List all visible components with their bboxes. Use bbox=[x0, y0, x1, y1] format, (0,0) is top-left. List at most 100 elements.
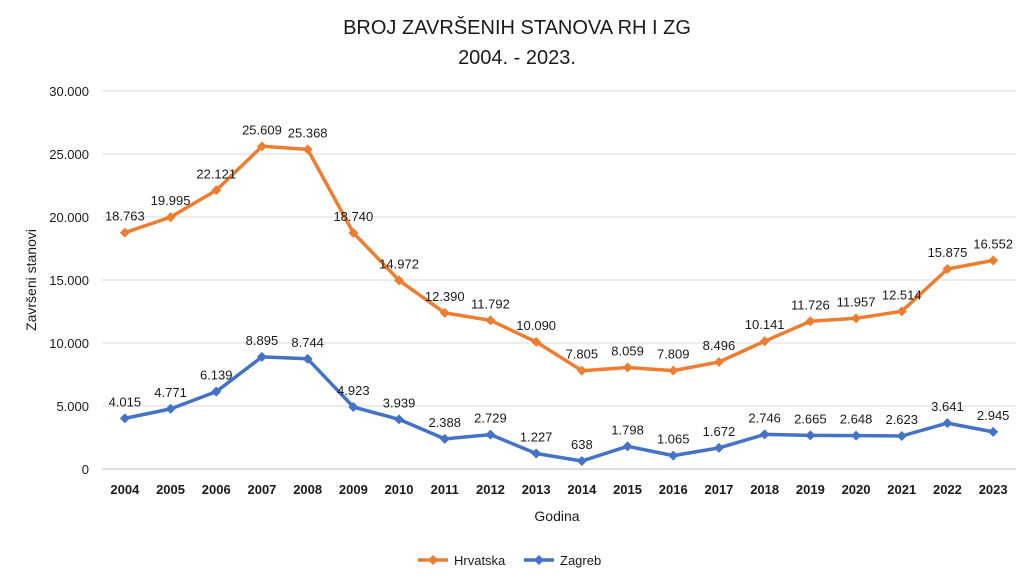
series-line-hrvatska bbox=[123, 144, 995, 373]
data-point-hrvatska bbox=[896, 306, 907, 317]
x-tick-label: 2006 bbox=[202, 482, 231, 497]
data-label-zagreb: 8.895 bbox=[246, 333, 279, 348]
data-point-hrvatska bbox=[211, 185, 222, 196]
data-point-hrvatska bbox=[988, 255, 999, 266]
x-tick-label: 2007 bbox=[247, 482, 276, 497]
data-labels-group: 18.763 19.995 22.121 25.609 25.368 18.740 14.9… bbox=[105, 122, 1013, 452]
x-tick-label: 2017 bbox=[704, 482, 733, 497]
data-label-zagreb: 2.945 bbox=[977, 408, 1010, 423]
data-label-hrvatska: 11.957 bbox=[837, 294, 876, 309]
data-label-hrvatska: 18.763 bbox=[105, 209, 145, 224]
data-label-zagreb: 4.923 bbox=[337, 383, 370, 398]
data-point-hrvatska bbox=[942, 263, 953, 274]
x-tick-label: 2011 bbox=[431, 482, 459, 497]
x-tick-label: 2019 bbox=[796, 482, 825, 497]
data-label-zagreb: 8.744 bbox=[291, 335, 324, 350]
chart-title-line1: BROJ ZAVRŠENIH STANOVA RH I ZG bbox=[343, 16, 691, 39]
data-point-hrvatska bbox=[256, 141, 267, 152]
data-label-hrvatska: 10.090 bbox=[516, 318, 556, 333]
data-label-zagreb: 3.939 bbox=[383, 395, 416, 410]
legend-marker-zagreb bbox=[534, 555, 544, 565]
data-point-hrvatska bbox=[851, 313, 862, 324]
data-label-hrvatska: 22.121 bbox=[196, 166, 236, 181]
x-tick-label: 2015 bbox=[613, 482, 642, 497]
data-point-zagreb bbox=[896, 430, 907, 441]
x-tick-label: 2021 bbox=[887, 482, 916, 497]
data-point-zagreb bbox=[759, 429, 770, 440]
data-point-zagreb bbox=[165, 403, 176, 414]
y-axis-ticks: 0 5.000 10.000 15.000 20.000 25.000 30.000 bbox=[49, 84, 89, 477]
data-point-hrvatska bbox=[302, 144, 313, 155]
data-point-hrvatska bbox=[576, 365, 587, 376]
data-point-zagreb bbox=[394, 414, 405, 425]
x-tick-label: 2010 bbox=[385, 482, 414, 497]
gridlines bbox=[102, 90, 1016, 470]
x-tick-label: 2004 bbox=[110, 482, 140, 497]
x-tick-label: 2009 bbox=[339, 482, 368, 497]
x-tick-label: 2018 bbox=[750, 482, 779, 497]
series-group bbox=[119, 141, 999, 466]
data-label-hrvatska: 12.514 bbox=[882, 287, 922, 302]
data-point-zagreb bbox=[302, 353, 313, 364]
data-point-zagreb bbox=[485, 429, 496, 440]
data-label-zagreb: 2.648 bbox=[840, 412, 873, 427]
data-label-hrvatska: 25.368 bbox=[288, 125, 328, 140]
data-point-hrvatska bbox=[713, 356, 724, 367]
data-point-zagreb bbox=[851, 430, 862, 441]
data-point-hrvatska bbox=[485, 315, 496, 326]
data-label-hrvatska: 10.141 bbox=[745, 317, 785, 332]
data-label-zagreb: 638 bbox=[571, 437, 593, 452]
data-label-zagreb: 1.227 bbox=[520, 430, 553, 445]
data-point-hrvatska bbox=[531, 336, 542, 347]
data-label-hrvatska: 8.496 bbox=[703, 338, 736, 353]
data-label-hrvatska: 11.792 bbox=[471, 296, 510, 311]
data-point-hrvatska bbox=[622, 362, 633, 373]
data-label-hrvatska: 25.609 bbox=[242, 122, 282, 137]
y-tick-label: 30.000 bbox=[49, 84, 89, 99]
data-label-zagreb: 2.388 bbox=[428, 415, 461, 430]
y-tick-label: 10.000 bbox=[49, 336, 89, 351]
data-label-zagreb: 1.798 bbox=[611, 422, 644, 437]
data-label-hrvatska: 14.972 bbox=[379, 256, 419, 271]
y-tick-label: 5.000 bbox=[56, 399, 89, 414]
data-label-zagreb: 2.746 bbox=[748, 410, 781, 425]
data-label-hrvatska: 7.805 bbox=[566, 347, 599, 362]
x-axis-ticks: 2004 2005 2006 2007 2008 2009 2010 2011 2012 2013… bbox=[110, 482, 1007, 497]
x-tick-label: 2012 bbox=[476, 482, 505, 497]
data-point-zagreb bbox=[211, 386, 222, 397]
data-point-zagreb bbox=[256, 351, 267, 362]
legend-label-hrvatska: Hrvatska bbox=[454, 553, 506, 568]
x-tick-label: 2022 bbox=[933, 482, 962, 497]
data-point-zagreb bbox=[622, 441, 633, 452]
data-label-zagreb: 2.729 bbox=[474, 411, 507, 426]
data-point-zagreb bbox=[805, 430, 816, 441]
data-point-hrvatska bbox=[439, 307, 450, 318]
data-point-zagreb bbox=[119, 413, 130, 424]
data-point-zagreb bbox=[348, 401, 359, 412]
legend: Hrvatska Zagreb bbox=[418, 553, 601, 568]
x-axis-label: Godina bbox=[534, 508, 579, 524]
y-tick-label: 25.000 bbox=[49, 147, 89, 162]
data-label-hrvatska: 11.726 bbox=[791, 297, 830, 312]
data-label-hrvatska: 18.740 bbox=[333, 209, 373, 224]
data-label-hrvatska: 19.995 bbox=[151, 193, 191, 208]
x-tick-label: 2013 bbox=[522, 482, 551, 497]
data-label-zagreb: 4.771 bbox=[154, 385, 187, 400]
data-label-zagreb: 3.641 bbox=[931, 399, 964, 414]
x-tick-label: 2014 bbox=[567, 482, 597, 497]
data-point-zagreb bbox=[668, 450, 679, 461]
x-tick-label: 2023 bbox=[979, 482, 1008, 497]
data-label-zagreb: 6.139 bbox=[200, 368, 233, 383]
data-label-zagreb: 2.623 bbox=[885, 412, 918, 427]
data-point-hrvatska bbox=[165, 212, 176, 223]
data-point-zagreb bbox=[439, 433, 450, 444]
data-label-zagreb: 2.665 bbox=[794, 411, 827, 426]
data-point-zagreb bbox=[531, 448, 542, 459]
data-point-hrvatska bbox=[805, 316, 816, 327]
data-point-zagreb bbox=[576, 455, 587, 466]
y-tick-label: 0 bbox=[82, 462, 89, 477]
y-axis-label: Završeni stanovi bbox=[23, 229, 39, 331]
x-tick-label: 2005 bbox=[156, 482, 185, 497]
x-tick-label: 2008 bbox=[293, 482, 322, 497]
data-point-hrvatska bbox=[119, 227, 130, 238]
